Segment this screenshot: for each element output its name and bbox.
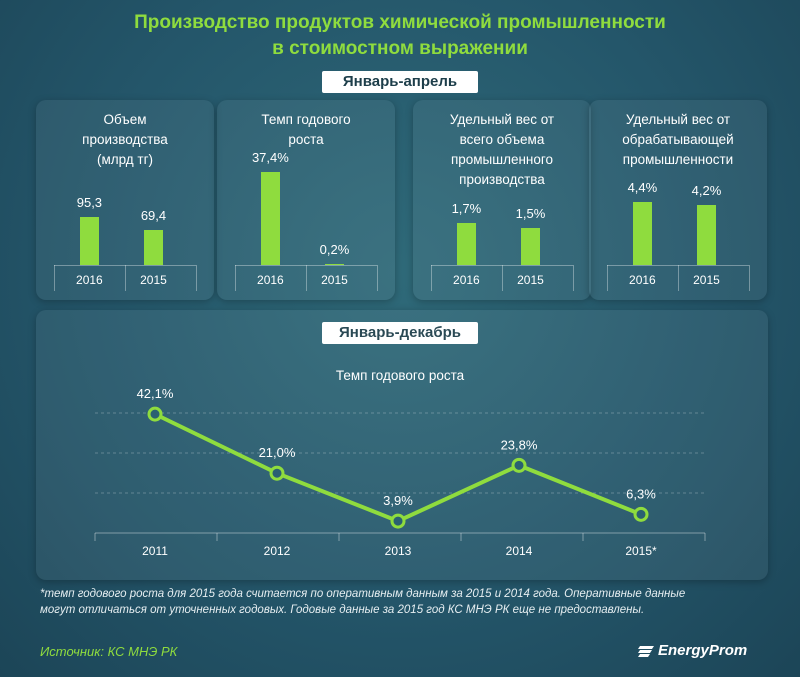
bar-chart-title-line: (млрд тг) bbox=[96, 152, 154, 167]
bar-chart-title-line: производства bbox=[82, 132, 168, 147]
footnote-line2: могут отличаться от уточненных годовых. … bbox=[40, 604, 645, 616]
source-text: Источник: КС МНЭ РК bbox=[40, 644, 178, 659]
data-label: 3,9% bbox=[383, 493, 413, 508]
bar-category-label: 2016 bbox=[629, 273, 656, 287]
line-chart-card bbox=[36, 310, 768, 580]
bar-2015 bbox=[324, 264, 344, 265]
axis-tick bbox=[573, 265, 574, 291]
bar-2016 bbox=[79, 217, 99, 265]
bar-value-label: 69,4 bbox=[140, 208, 167, 224]
data-label: 42,1% bbox=[137, 386, 174, 401]
bar-value-label: 1,5% bbox=[515, 205, 546, 221]
x-axis bbox=[54, 265, 196, 266]
bar-value-label: 1,7% bbox=[451, 200, 482, 216]
bar-chart-card-4: Удельный вес от обрабатывающей промышленно… bbox=[589, 100, 767, 300]
axis-tick bbox=[607, 265, 608, 291]
axis-tick bbox=[678, 265, 679, 291]
x-tick-label: 2015* bbox=[625, 544, 657, 558]
bar-chart-title: Удельный вес от всего объема промышленного… bbox=[413, 110, 591, 190]
data-point-2011 bbox=[147, 406, 163, 422]
bar-chart-title: Удельный вес от обрабатывающей промышленно… bbox=[589, 110, 767, 170]
bar-2015 bbox=[696, 205, 716, 265]
data-label: 21,0% bbox=[259, 445, 296, 460]
bar-chart-card-3: Удельный вес от всего объема промышленного… bbox=[413, 100, 591, 300]
page-title-line2: в стоимостном выражении bbox=[272, 38, 528, 59]
brand-logo-text: EnergyProm bbox=[658, 642, 748, 659]
bar-value-label: 4,4% bbox=[627, 180, 658, 196]
footnote-line1: *темп годового роста для 2015 года счита… bbox=[40, 588, 686, 600]
bar-chart-title-line: Удельный вес от bbox=[625, 112, 731, 127]
data-point-2014 bbox=[511, 457, 527, 473]
bar-chart-title-line: Объем bbox=[103, 112, 147, 127]
bar-chart-title: Темп годового роста bbox=[217, 110, 395, 150]
x-tick-label: 2013 bbox=[385, 544, 412, 558]
axis-tick bbox=[431, 265, 432, 291]
bar-2016 bbox=[456, 222, 476, 265]
axis-tick bbox=[54, 265, 55, 291]
page-title-line1: Производство продуктов химической промыш… bbox=[134, 12, 666, 33]
bar-category-label: 2016 bbox=[453, 273, 480, 287]
bar-2016 bbox=[632, 202, 652, 265]
bar-value-label: 37,4% bbox=[251, 149, 289, 165]
data-point-2015* bbox=[633, 506, 649, 522]
bar-category-label: 2016 bbox=[257, 273, 284, 287]
bar-value-label: 0,2% bbox=[319, 242, 350, 257]
period-label-jan-dec: Январь-декабрь bbox=[322, 322, 478, 344]
x-axis bbox=[431, 265, 573, 266]
data-label: 23,8% bbox=[501, 437, 538, 452]
bar-category-label: 2015 bbox=[517, 273, 544, 287]
bar-chart-title-line: всего объема bbox=[459, 132, 545, 147]
bar-category-label: 2016 bbox=[76, 273, 103, 287]
x-tick-label: 2011 bbox=[142, 544, 168, 558]
bar-chart-title-line: Темп годового bbox=[261, 112, 351, 127]
bar-category-label: 2015 bbox=[321, 273, 348, 287]
bar-chart-title-line: роста bbox=[288, 132, 324, 147]
x-axis bbox=[607, 265, 749, 266]
axis-tick bbox=[235, 265, 236, 291]
x-tick-label: 2012 bbox=[264, 544, 291, 558]
bar-chart-title-line: промышленного bbox=[450, 152, 554, 167]
bar-value-label: 95,3 bbox=[76, 195, 103, 211]
data-point-2012 bbox=[269, 465, 285, 481]
data-label: 6,3% bbox=[626, 486, 656, 501]
x-tick-label: 2014 bbox=[506, 544, 533, 558]
bar-category-label: 2015 bbox=[693, 273, 720, 287]
line-chart-title: Темп годового роста bbox=[335, 368, 465, 383]
bar-chart-title: Объем производства (млрд тг) bbox=[36, 110, 214, 170]
bar-chart-card-2: Темп годового роста 37,4% 2016 0,2% 2015 bbox=[217, 100, 395, 300]
bar-chart-card-1: Объем производства (млрд тг) 95,3 2016 69,4 20… bbox=[36, 100, 214, 300]
bar-chart-title-line: Удельный вес от bbox=[449, 112, 555, 127]
bar-value-label: 4,2% bbox=[691, 183, 722, 198]
bar-chart-title-line: обрабатывающей bbox=[622, 132, 734, 147]
axis-tick bbox=[502, 265, 503, 291]
bar-chart-title-line: производства bbox=[459, 172, 545, 187]
data-point-2013 bbox=[390, 513, 406, 529]
axis-tick bbox=[196, 265, 197, 291]
axis-tick bbox=[125, 265, 126, 291]
x-axis bbox=[235, 265, 377, 266]
energyprom-logo-icon bbox=[638, 646, 654, 657]
axis-tick bbox=[749, 265, 750, 291]
bar-2015 bbox=[520, 227, 540, 265]
axis-tick bbox=[306, 265, 307, 291]
bar-chart-title-line: промышленности bbox=[622, 152, 734, 167]
bar-category-label: 2015 bbox=[140, 273, 167, 287]
bar-2016 bbox=[260, 171, 280, 265]
period-label-jan-apr: Январь-апрель bbox=[322, 71, 478, 93]
axis-tick bbox=[377, 265, 378, 291]
bar-2015 bbox=[143, 230, 163, 265]
